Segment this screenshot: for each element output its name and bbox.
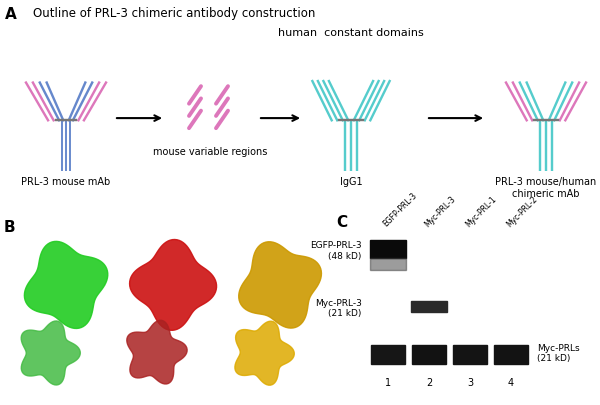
Text: C: C: [336, 215, 347, 230]
Text: PRL-3 mouse mAb: PRL-3 mouse mAb: [22, 177, 110, 187]
Bar: [410, 301, 446, 312]
Text: A: A: [5, 6, 17, 21]
Bar: [453, 345, 487, 364]
Bar: [494, 345, 528, 364]
Text: Myc-PRL-3
(21 kD): Myc-PRL-3 (21 kD): [315, 299, 362, 318]
Text: Myc-PRL-1: Myc-PRL-1: [464, 194, 498, 229]
Text: Myc-PRLs
(21 kD): Myc-PRLs (21 kD): [538, 344, 580, 363]
Polygon shape: [239, 242, 322, 328]
Text: a: a: [17, 376, 23, 386]
Text: EGFP-PRL-3: EGFP-PRL-3: [382, 191, 419, 229]
Text: c: c: [231, 376, 236, 386]
Polygon shape: [235, 321, 294, 385]
Text: 3: 3: [467, 378, 473, 388]
Polygon shape: [21, 321, 80, 385]
Bar: [370, 258, 406, 270]
Text: 4: 4: [508, 378, 514, 388]
Text: human  constant domains: human constant domains: [278, 28, 424, 38]
Polygon shape: [25, 241, 108, 328]
Text: b: b: [124, 376, 130, 386]
Text: 1: 1: [385, 378, 391, 388]
Text: B: B: [4, 220, 15, 235]
Text: Merged: Merged: [230, 232, 254, 237]
Bar: [371, 345, 406, 364]
Bar: [412, 345, 446, 364]
Polygon shape: [127, 320, 187, 384]
Text: 2: 2: [426, 378, 432, 388]
Text: IgG1: IgG1: [340, 177, 362, 187]
Bar: [370, 240, 406, 258]
Text: PRL-3 mouse/human
chimeric mAb: PRL-3 mouse/human chimeric mAb: [496, 177, 596, 199]
Text: EGFP-PRL-3: EGFP-PRL-3: [16, 232, 52, 237]
Text: mouse variable regions: mouse variable regions: [153, 147, 267, 156]
Text: 20 μm: 20 μm: [300, 375, 316, 381]
Polygon shape: [130, 239, 217, 330]
Text: Outline of PRL-3 chimeric antibody construction: Outline of PRL-3 chimeric antibody const…: [33, 6, 316, 19]
Text: Myc-PRL-3: Myc-PRL-3: [422, 194, 457, 229]
Text: Myc-PRL-2: Myc-PRL-2: [505, 194, 539, 229]
Text: EGFP-PRL-3
(48 kD): EGFP-PRL-3 (48 kD): [310, 241, 362, 261]
Text: PRL-3 chimeric mAb: PRL-3 chimeric mAb: [123, 232, 186, 237]
